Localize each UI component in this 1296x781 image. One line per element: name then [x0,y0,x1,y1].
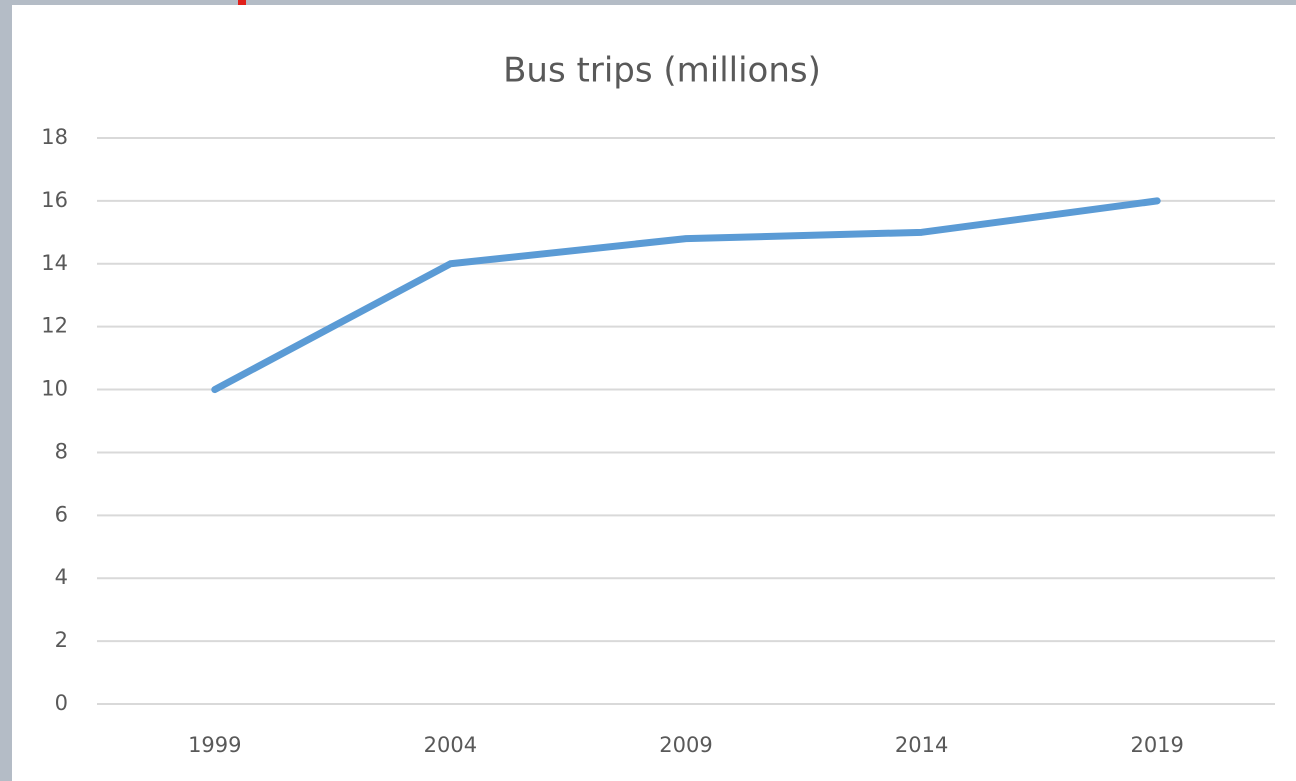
chart-area [12,5,1296,781]
selection-marker [238,0,246,5]
chart-title: Bus trips (millions) [503,51,821,91]
y-tick-label: 10 [41,377,68,401]
y-tick-label: 0 [55,691,68,715]
y-tick-label: 4 [55,565,68,589]
x-tick-label: 2009 [659,733,712,757]
y-tick-label: 18 [41,125,68,149]
y-tick-label: 2 [55,628,68,652]
y-tick-label: 6 [55,502,68,526]
y-tick-label: 14 [41,251,68,275]
x-tick-label: 2014 [895,733,948,757]
data-line [211,197,1161,394]
x-tick-label: 1999 [188,733,241,757]
x-tick-label: 2004 [424,733,477,757]
y-tick-label: 12 [41,314,68,338]
y-tick-label: 16 [41,188,68,212]
y-tick-label: 8 [55,439,68,463]
x-tick-label: 2019 [1130,733,1183,757]
